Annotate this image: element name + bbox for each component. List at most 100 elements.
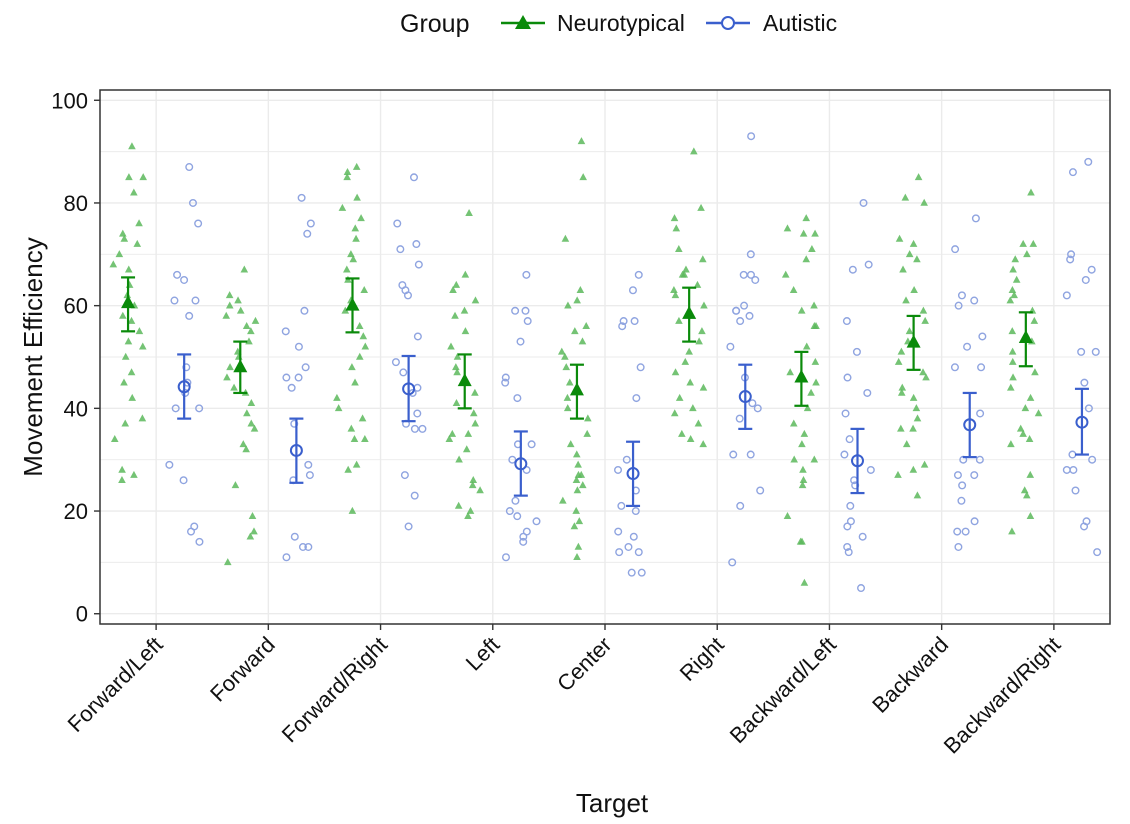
data-point-neurotypical (783, 511, 792, 519)
data-point-neurotypical (231, 481, 240, 489)
data-point-autistic (735, 414, 744, 423)
data-point-neurotypical (225, 291, 234, 299)
data-point-autistic (977, 363, 986, 372)
data-point-autistic (195, 537, 204, 546)
data-point-autistic (634, 270, 643, 279)
data-point-autistic (863, 388, 872, 397)
data-point-autistic (840, 450, 849, 459)
y-tick-label: 100 (51, 88, 88, 113)
data-point-autistic (1080, 522, 1089, 531)
data-point-neurotypical (559, 496, 567, 504)
data-point-neurotypical (895, 234, 904, 242)
data-point-autistic (950, 363, 959, 372)
x-tick-label: Forward/Right (277, 632, 392, 747)
mean-marker-neurotypical (569, 382, 584, 396)
data-point-neurotypical (902, 440, 911, 448)
data-point-neurotypical (448, 429, 457, 437)
data-point-neurotypical (130, 188, 138, 196)
data-point-autistic (194, 219, 203, 228)
data-point-neurotypical (465, 209, 473, 217)
data-point-neurotypical (561, 234, 570, 242)
data-point-neurotypical (803, 404, 812, 412)
data-point-neurotypical (912, 404, 921, 412)
legend-triangle-icon (515, 15, 531, 29)
legend-key-autistic (706, 16, 750, 30)
data-point-autistic (1084, 157, 1093, 166)
data-point-neurotypical (223, 373, 231, 381)
data-point-neurotypical (1016, 424, 1025, 432)
data-point-neurotypical (452, 280, 461, 288)
data-point-neurotypical (577, 470, 586, 478)
data-point-autistic (751, 275, 760, 284)
data-point-autistic (413, 409, 422, 418)
data-point-neurotypical (121, 352, 130, 360)
data-point-neurotypical (138, 414, 147, 422)
data-point-autistic (1068, 168, 1077, 177)
data-point-neurotypical (135, 219, 143, 227)
data-point-neurotypical (897, 424, 905, 432)
y-axis-title: Movement Efficiency (18, 237, 48, 476)
data-point-neurotypical (239, 440, 248, 448)
data-point-autistic (195, 404, 204, 413)
data-point-neurotypical (469, 476, 478, 484)
y-tick-label: 0 (76, 602, 88, 627)
data-point-neurotypical (685, 347, 693, 355)
data-point-autistic (501, 553, 510, 562)
data-point-neurotypical (695, 337, 703, 345)
data-point-autistic (400, 471, 409, 480)
mean-marker-neurotypical (794, 369, 809, 383)
data-point-neurotypical (1011, 255, 1020, 263)
data-point-neurotypical (557, 347, 566, 355)
data-point-neurotypical (576, 286, 585, 294)
data-point-autistic (614, 465, 623, 474)
data-point-neurotypical (242, 445, 250, 453)
data-point-neurotypical (914, 173, 923, 181)
data-point-autistic (191, 296, 200, 305)
data-point-neurotypical (471, 388, 479, 396)
data-point-neurotypical (138, 342, 147, 350)
data-point-neurotypical (565, 378, 574, 386)
mean-marker-autistic (177, 380, 191, 394)
data-point-autistic (410, 491, 419, 500)
data-point-neurotypical (447, 342, 455, 350)
data-point-autistic (740, 301, 749, 310)
data-point-autistic (521, 306, 530, 315)
data-point-neurotypical (913, 491, 922, 499)
data-point-neurotypical (699, 383, 708, 391)
data-point-neurotypical (344, 465, 352, 473)
data-point-neurotypical (789, 419, 798, 427)
data-point-autistic (300, 306, 309, 315)
data-point-neurotypical (894, 357, 903, 365)
data-point-neurotypical (894, 470, 902, 478)
data-point-neurotypical (1008, 527, 1016, 535)
data-point-neurotypical (247, 327, 255, 335)
mean-marker-neurotypical (457, 373, 472, 387)
data-point-autistic (305, 471, 314, 480)
data-point-neurotypical (120, 234, 129, 242)
data-point-neurotypical (1006, 296, 1015, 304)
data-point-autistic (748, 399, 757, 408)
data-point-autistic (501, 373, 510, 382)
data-point-neurotypical (1023, 250, 1031, 258)
data-point-autistic (303, 229, 312, 238)
data-point-neurotypical (352, 234, 360, 242)
data-point-autistic (976, 409, 985, 418)
data-point-autistic (615, 548, 624, 557)
data-point-neurotypical (681, 357, 690, 365)
data-point-neurotypical (135, 327, 144, 335)
data-point-neurotypical (909, 239, 918, 247)
data-point-autistic (857, 584, 866, 593)
data-point-neurotypical (910, 286, 918, 294)
data-point-neurotypical (897, 388, 906, 396)
data-point-neurotypical (575, 517, 584, 525)
raw-points (109, 132, 1102, 593)
legend-key-neurotypical (501, 15, 545, 29)
data-point-neurotypical (445, 434, 454, 442)
data-point-autistic (1093, 548, 1102, 557)
data-point-autistic (1066, 255, 1075, 264)
data-point-autistic (171, 404, 180, 413)
data-point-neurotypical (678, 429, 686, 437)
data-point-neurotypical (583, 429, 591, 437)
data-point-autistic (629, 532, 638, 541)
data-point-neurotypical (350, 434, 359, 442)
